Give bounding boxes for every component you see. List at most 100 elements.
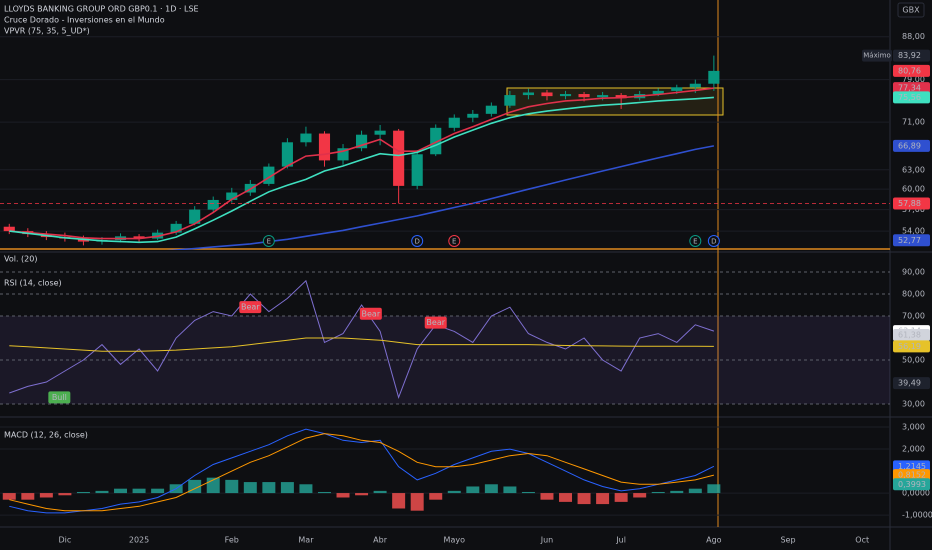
histogram-bar (392, 493, 406, 509)
histogram-bar (466, 486, 480, 494)
histogram-bar (336, 493, 350, 498)
histogram-bar (559, 493, 573, 502)
histogram-bar (280, 482, 294, 494)
histogram-bar (262, 482, 276, 494)
price-label: 61,38 (898, 330, 921, 339)
price-label-box (893, 64, 930, 77)
signal-box (48, 391, 71, 404)
histogram-bar (76, 491, 90, 494)
signal-label: Bear (426, 318, 445, 327)
histogram-bar (540, 493, 554, 500)
x-tick-label: Ago (706, 536, 722, 545)
candle-body (281, 142, 293, 167)
currency-box[interactable] (897, 2, 925, 18)
candle-body (356, 134, 368, 149)
event-marker (707, 235, 720, 247)
candle-body (411, 154, 423, 186)
indicator-line (9, 337, 714, 352)
y-tick-label: 2,000 (902, 445, 925, 454)
histogram-bar (633, 493, 647, 498)
y-tick-label: 60,00 (902, 185, 925, 194)
pane (0, 36, 890, 250)
layers (0, 36, 890, 516)
indicator-line (9, 428, 715, 514)
pane-title: RSI (14, close) (4, 279, 62, 288)
event-label: E (267, 238, 271, 246)
histogram-bar (21, 493, 35, 500)
price-label: 80,76 (898, 66, 921, 75)
volume-label: Vol. (20) (4, 255, 37, 264)
histogram-bar (114, 488, 128, 494)
x-tick-label: Jul (615, 536, 626, 545)
price-label-box (893, 340, 930, 353)
candle-body (467, 113, 479, 118)
price-label: 1,2145 (898, 462, 926, 471)
event-label: E (693, 238, 697, 246)
indicator-label: Cruce Dorado - Inversiones en el Mundo (4, 16, 165, 25)
price-label: 0,8152 (898, 471, 926, 480)
indicator-line (166, 145, 715, 250)
signal-box (239, 301, 262, 314)
histogram-bar (58, 493, 72, 496)
y-tick-label: -1,0000 (902, 511, 932, 520)
price-label-box (893, 478, 930, 491)
y-tick-label: 79,00 (902, 75, 925, 84)
candle-body (189, 209, 201, 224)
pane (0, 271, 890, 405)
candle-body (541, 92, 553, 97)
candle-body (300, 133, 312, 143)
histogram-bar (132, 488, 146, 494)
histogram-bar (39, 493, 53, 498)
price-label: 83,92 (898, 51, 921, 60)
candle-body (578, 94, 590, 98)
indicator-line (9, 87, 714, 240)
histogram-bar (577, 493, 591, 505)
price-label: 75,56 (898, 93, 921, 102)
candle-body (133, 236, 145, 239)
price-label: 56,19 (898, 342, 921, 351)
y-tick-label: 30,00 (902, 399, 925, 408)
candle-body (485, 105, 497, 114)
event-marker (262, 235, 275, 247)
histogram-bar (596, 493, 610, 505)
price-label-box (893, 197, 930, 210)
candle-body (226, 192, 238, 200)
x-tick-label: Mayo (444, 536, 466, 545)
x-tick-label: Dic (59, 536, 72, 545)
x-tick-label: Jun (540, 536, 554, 545)
y-tick-label: 3,000 (902, 423, 925, 432)
x-tick-label: Abr (373, 536, 388, 545)
y-tick-label: 57,00 (902, 205, 925, 214)
signal-label: Bear (241, 303, 260, 312)
event-marker (448, 235, 461, 247)
price-title: Máximo (863, 52, 891, 60)
histogram-bar (225, 479, 239, 494)
y-tick-label: 71,00 (902, 118, 925, 127)
candle-body (3, 226, 15, 232)
histogram-bar (614, 493, 628, 502)
candle-body (244, 183, 256, 193)
candle-body (430, 127, 442, 155)
candle-body (671, 87, 683, 91)
candle-body (337, 148, 349, 161)
candle-body (504, 95, 516, 106)
candle-body (448, 117, 460, 128)
price-label-box (893, 328, 930, 341)
currency[interactable]: GBX (902, 6, 920, 15)
histogram-bar (707, 484, 721, 494)
price-label: 77,34 (898, 84, 921, 93)
candle-body (597, 95, 609, 98)
price-label: 57,88 (898, 199, 921, 208)
candle-body (263, 166, 275, 184)
event-marker (411, 235, 424, 247)
candle-body (207, 199, 219, 210)
price-label-box (893, 139, 930, 152)
candle-body (318, 133, 331, 161)
histogram-bar (243, 482, 257, 494)
price-label: 66,89 (898, 141, 921, 150)
y-tick-label: 54,00 (902, 227, 925, 236)
y-tick-label: 63,00 (902, 165, 925, 174)
histogram-bar (299, 484, 313, 494)
histogram-bar (670, 490, 684, 494)
